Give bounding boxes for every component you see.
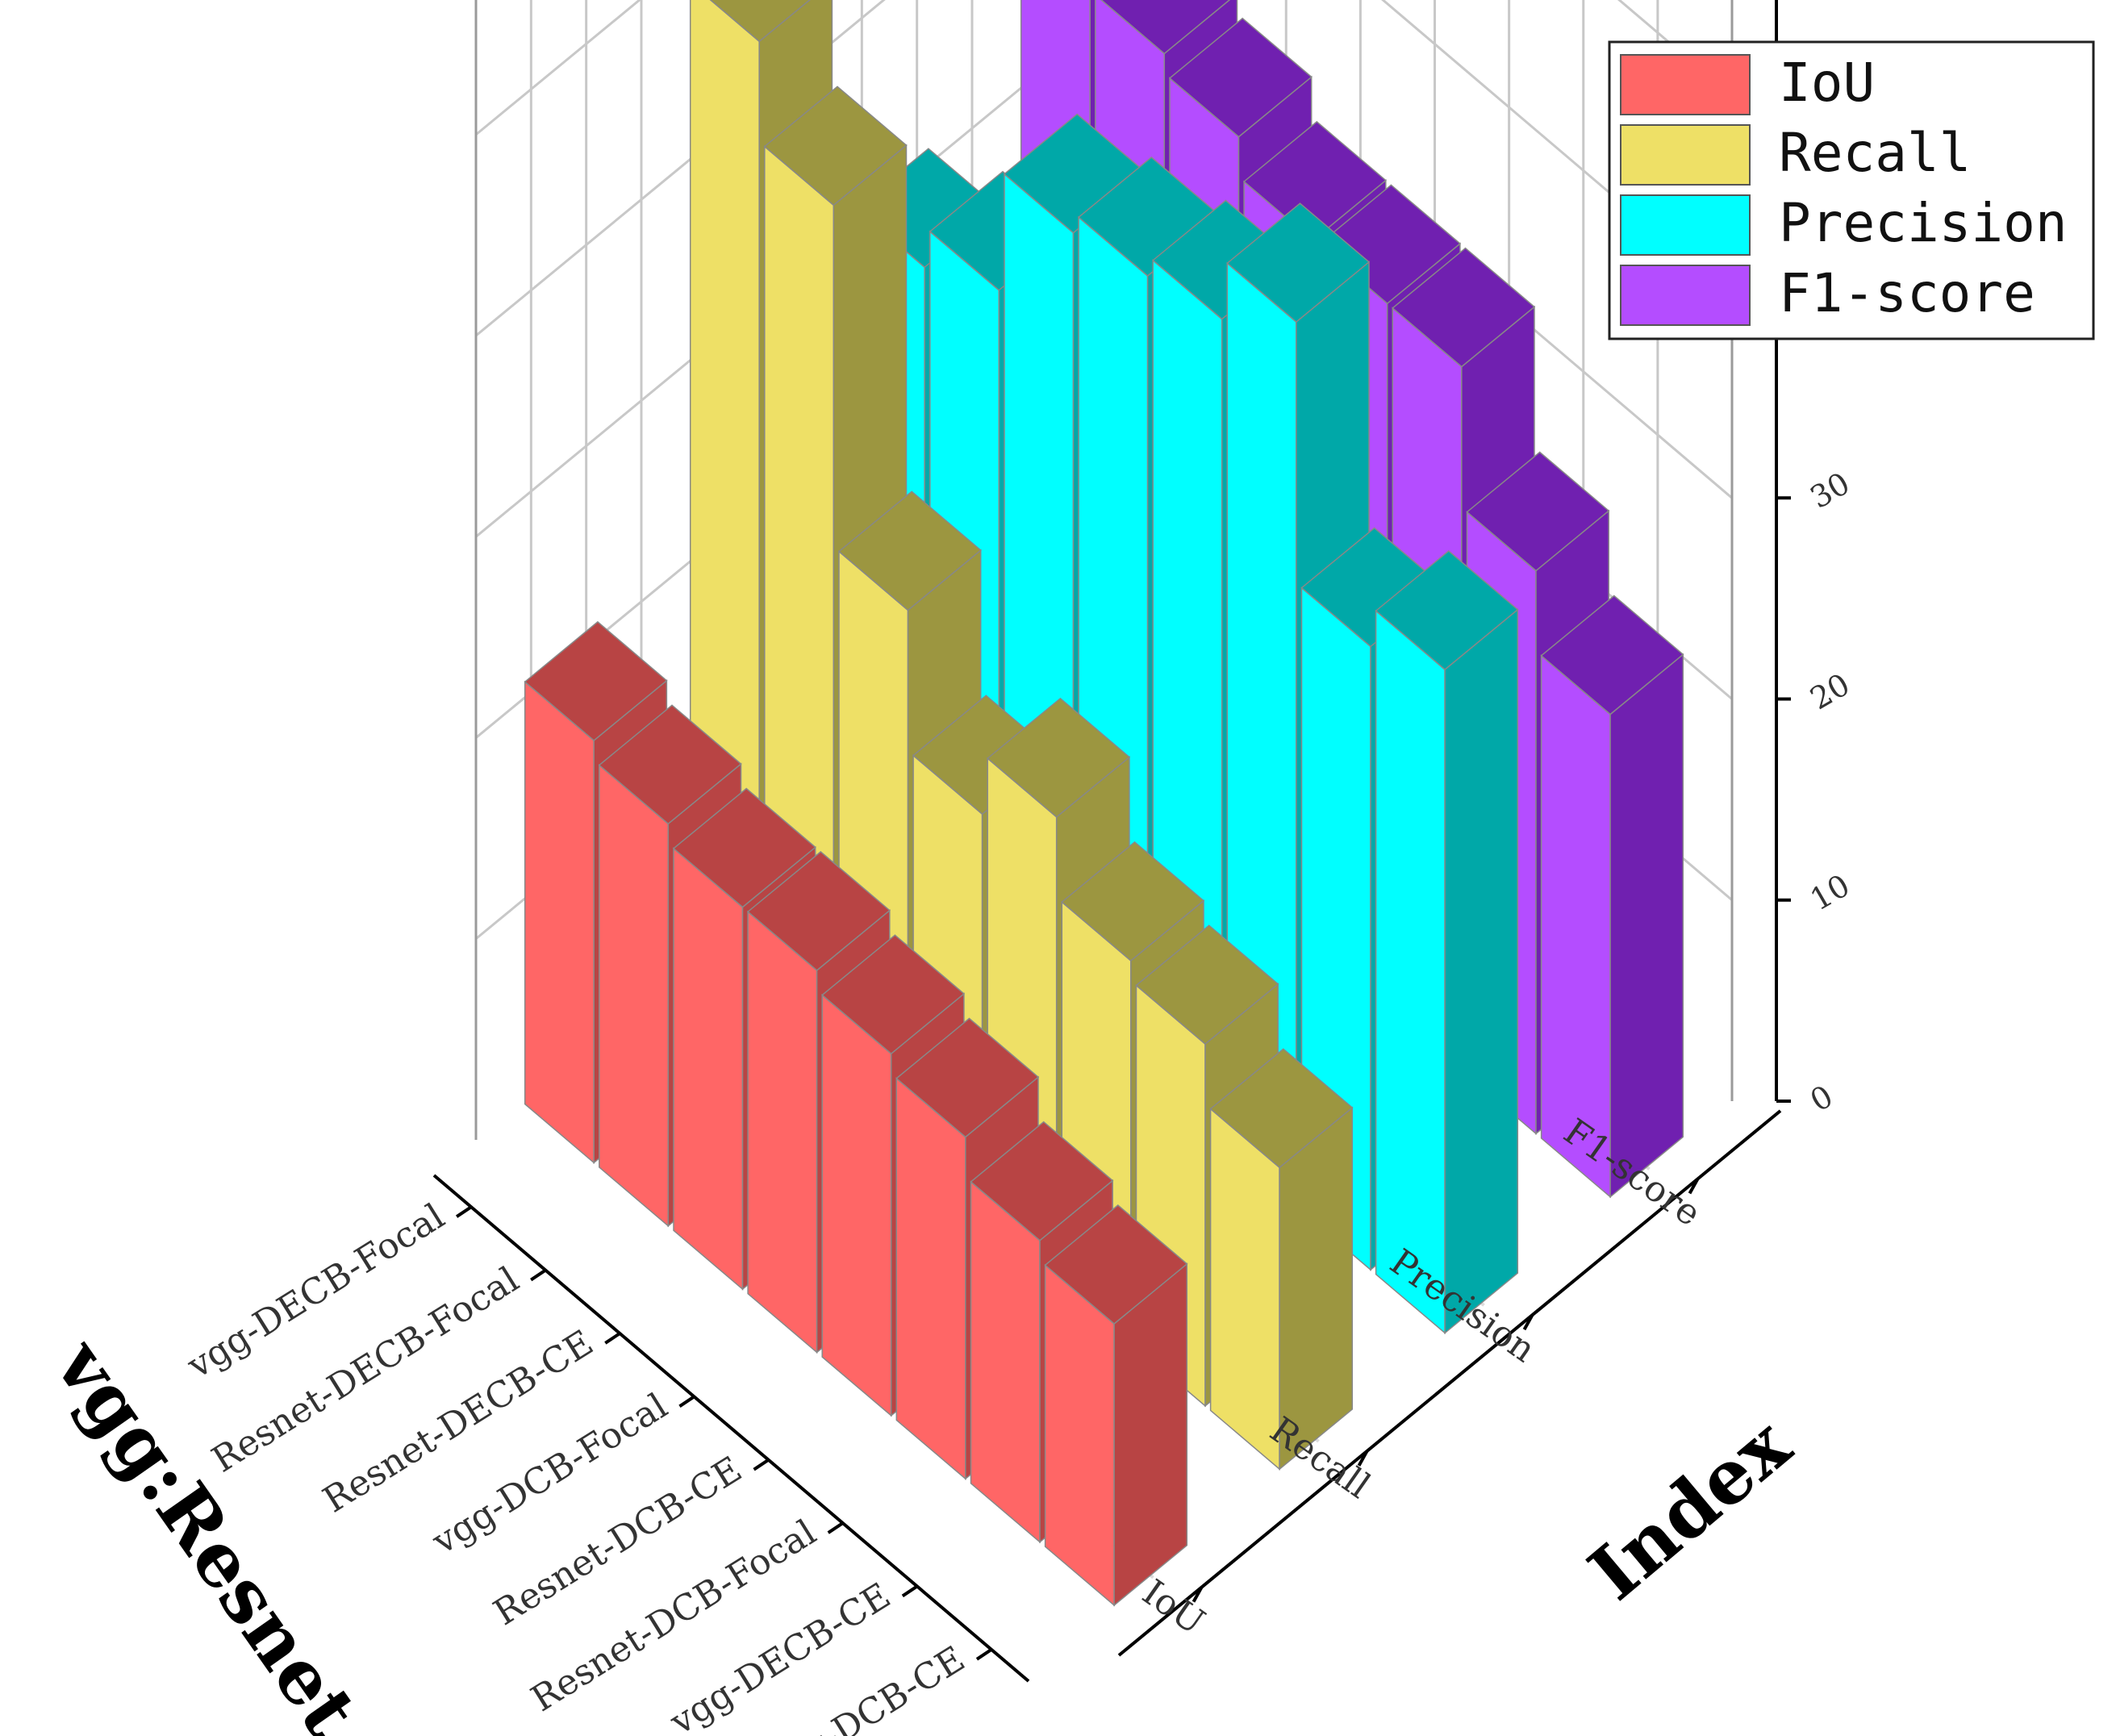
x-tick-label: Resnet-DCB-Focal: [524, 1512, 824, 1720]
bar-face-side: [1444, 608, 1519, 1334]
y-axis-title: Index: [1573, 1400, 1808, 1617]
x-tick: [975, 1648, 993, 1661]
bar-face-side: [1609, 653, 1684, 1199]
bar-face-top: [1135, 924, 1279, 1045]
bar-face-front: [599, 763, 670, 1228]
bar-face-top: [1044, 1204, 1188, 1325]
bar-face-top: [746, 850, 891, 971]
bar-face-front: [970, 1180, 1041, 1544]
bar-face-top: [1540, 595, 1684, 716]
y-tick: [1688, 1178, 1700, 1195]
x-tick: [530, 1268, 547, 1282]
bar-face-top: [1375, 550, 1519, 670]
x-tick: [901, 1584, 918, 1598]
bar-face-top: [837, 490, 982, 611]
legend-swatch-f1-score: [1620, 265, 1751, 326]
x-tick: [455, 1205, 473, 1218]
x-tick: [827, 1521, 844, 1534]
legend-label-precision: Precision: [1779, 192, 2068, 254]
bar-face-front: [1375, 609, 1446, 1335]
bar-face-front: [1209, 1107, 1280, 1471]
bar-face-top: [1168, 17, 1313, 138]
bar-face-top: [821, 934, 966, 1055]
y-tick: [1357, 1450, 1369, 1467]
legend-label-f1-score: F1-score: [1779, 262, 2035, 324]
bar-face-top: [1392, 247, 1536, 368]
y-tick: [1192, 1586, 1204, 1603]
x-tick: [753, 1458, 770, 1471]
bar-face-front: [747, 910, 818, 1354]
bar-face-top: [895, 1017, 1040, 1138]
bar-face-top: [1100, 0, 1231, 55]
bar-face-front: [1044, 1263, 1115, 1607]
bar-face-top: [1466, 451, 1610, 572]
bar-face-top: [709, 0, 811, 43]
z-tick-label: 30: [1805, 465, 1856, 515]
bar-face-front: [821, 993, 892, 1417]
legend-label-recall: Recall: [1779, 122, 1971, 184]
bar-face-front: [895, 1077, 966, 1480]
bar-precision-7: [1375, 550, 1519, 1335]
legend-swatch-recall: [1620, 124, 1751, 186]
bar-face-top: [1242, 120, 1387, 241]
x-tick: [604, 1332, 621, 1345]
bar-face-front: [673, 847, 744, 1291]
x-axis-line: [432, 1174, 1030, 1683]
legend-swatch-iou: [1620, 54, 1751, 115]
bar-face-top: [1226, 202, 1371, 323]
gridline-z: [1617, 0, 1733, 97]
legend-label-iou: IoU: [1779, 52, 1875, 114]
bar-face-top: [987, 697, 1131, 818]
bar-iou-7: [1044, 1204, 1188, 1607]
z-tick-label: 10: [1805, 867, 1856, 917]
bar-face-top: [598, 704, 742, 825]
z-tick-label: 20: [1805, 666, 1856, 716]
y-tick: [1522, 1314, 1534, 1331]
bar-face-top: [524, 620, 668, 741]
bar-face-top: [763, 86, 908, 207]
bar-face-top: [1061, 841, 1205, 962]
x-tick-label: Resnet-DECB-Focal: [205, 1259, 526, 1481]
legend-swatch-precision: [1620, 194, 1751, 256]
bar-face-top: [970, 1120, 1114, 1241]
bar-face-top: [1209, 1048, 1354, 1169]
y-axis-line: [1117, 1109, 1782, 1657]
bar-recall-7: [1209, 1048, 1354, 1471]
bar-f1-score-7: [1540, 595, 1684, 1199]
x-tick: [678, 1395, 695, 1408]
bar-face-front: [524, 680, 595, 1164]
z-tick-label: 0: [1805, 1079, 1839, 1119]
bar-face-top: [672, 787, 816, 908]
